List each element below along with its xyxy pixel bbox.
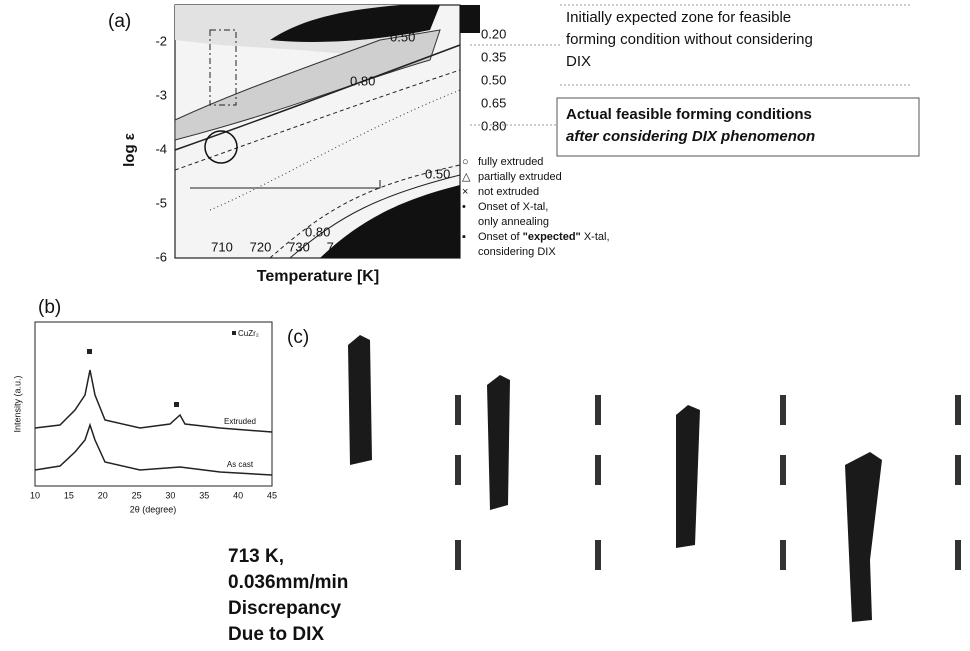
- colorbar-label: 0.50: [481, 72, 506, 87]
- legend-marker: •: [462, 201, 466, 213]
- legend-text: Onset of: [478, 231, 521, 243]
- curve-label: As cast: [227, 460, 254, 469]
- y-axis-label: Intensity (a.u.): [12, 375, 22, 432]
- panel-label: (a): [108, 11, 131, 32]
- x-tick-label: 45: [267, 490, 277, 500]
- annotations: Initially expected zone for feasible form…: [470, 5, 919, 156]
- legend-text: X-tal,: [584, 231, 610, 243]
- legend-label: partially extruded: [478, 171, 562, 183]
- annotation: Initially expected zone for feasible: [566, 9, 791, 26]
- colorbar-label: 0.20: [481, 26, 506, 41]
- x-tick-label: 15: [64, 490, 74, 500]
- legend-text: fully extruded: [478, 156, 543, 168]
- legend-text: "expected": [523, 231, 581, 243]
- caption-line: Due to DIX: [228, 624, 324, 645]
- y-tick-label: -6: [155, 249, 167, 264]
- legend-label: not extruded: [478, 186, 539, 198]
- caption: 713 K, 0.036mm/min Discrepancy Due to DIX: [228, 546, 348, 645]
- legend-marker: ○: [462, 156, 469, 168]
- y-tick-label: -3: [155, 87, 167, 102]
- legend-label: fully extruded: [478, 156, 543, 168]
- x-tick-label: 720: [250, 239, 272, 254]
- annotation: Actual feasible forming conditions: [566, 106, 812, 123]
- legend-label: Onset of X-tal,: [478, 201, 548, 213]
- legend-label: only annealing: [478, 216, 549, 228]
- legend-label: considering DIX: [478, 246, 556, 258]
- contour-label: 0.80: [350, 73, 375, 88]
- legend-text: Onset of X-tal,: [478, 201, 548, 213]
- x-tick-label: 730: [288, 239, 310, 254]
- curve-label: Extruded: [224, 417, 256, 426]
- panel-label: (c): [287, 327, 309, 348]
- caption-line: 0.036mm/min: [228, 572, 348, 593]
- x-tick-label: 35: [199, 490, 209, 500]
- x-tick-label: 750: [365, 239, 387, 254]
- page: {"panel_a": {"label": "(a)", "y_label": …: [0, 0, 970, 646]
- simulation-images: [348, 335, 961, 622]
- legend-marker: ▪: [462, 231, 466, 243]
- colorbar-label: 0.65: [481, 95, 506, 110]
- annotation: forming condition without considering: [566, 31, 813, 48]
- caption-line: 713 K,: [228, 546, 284, 567]
- legend-label: Onset of "expected" X-tal,: [478, 231, 610, 243]
- legend: ○ fully extruded △ partially extruded × not…: [462, 156, 610, 258]
- colorbar-label: 0.35: [481, 49, 506, 64]
- contour-label: 0.50: [390, 29, 415, 44]
- legend-label: CuZr₂: [238, 329, 259, 338]
- y-tick-label: -5: [155, 195, 167, 210]
- x-tick-label: 20: [98, 490, 108, 500]
- annotation: after considering DIX phenomenon: [566, 128, 815, 145]
- x-tick-label: 10: [30, 490, 40, 500]
- x-axis-label: 2θ (degree): [130, 504, 177, 514]
- x-tick-label: 25: [132, 490, 142, 500]
- x-tick-label: 30: [165, 490, 175, 500]
- caption-line: Discrepancy: [228, 598, 341, 619]
- contour-label: 0.80: [305, 224, 330, 239]
- x-tick-label: 760: [404, 239, 426, 254]
- y-tick-label: -4: [155, 141, 167, 156]
- x-axis-label: Temperature [K]: [257, 268, 379, 285]
- legend-marker: ×: [462, 186, 468, 198]
- y-axis-label: log ε: [121, 133, 138, 167]
- figure: (a) log ε Temperature [K] 710 720 730 740 75…: [0, 0, 970, 646]
- legend-text: not extruded: [478, 186, 539, 198]
- ticks: 10 15 20 25 30 35 40 45: [30, 490, 277, 500]
- x-tick-label: 740: [327, 239, 349, 254]
- legend-marker: △: [462, 171, 471, 183]
- colorbar-label: 0.80: [481, 118, 506, 133]
- x-tick-label: 40: [233, 490, 243, 500]
- x-tick-label: 710: [211, 239, 233, 254]
- panel-label: (b): [38, 297, 61, 318]
- contour-label: 0.50: [425, 166, 450, 181]
- plot-a: [175, 5, 480, 258]
- annotation: DIX: [566, 53, 591, 70]
- legend-text: partially extruded: [478, 171, 562, 183]
- y-tick-label: -2: [155, 33, 167, 48]
